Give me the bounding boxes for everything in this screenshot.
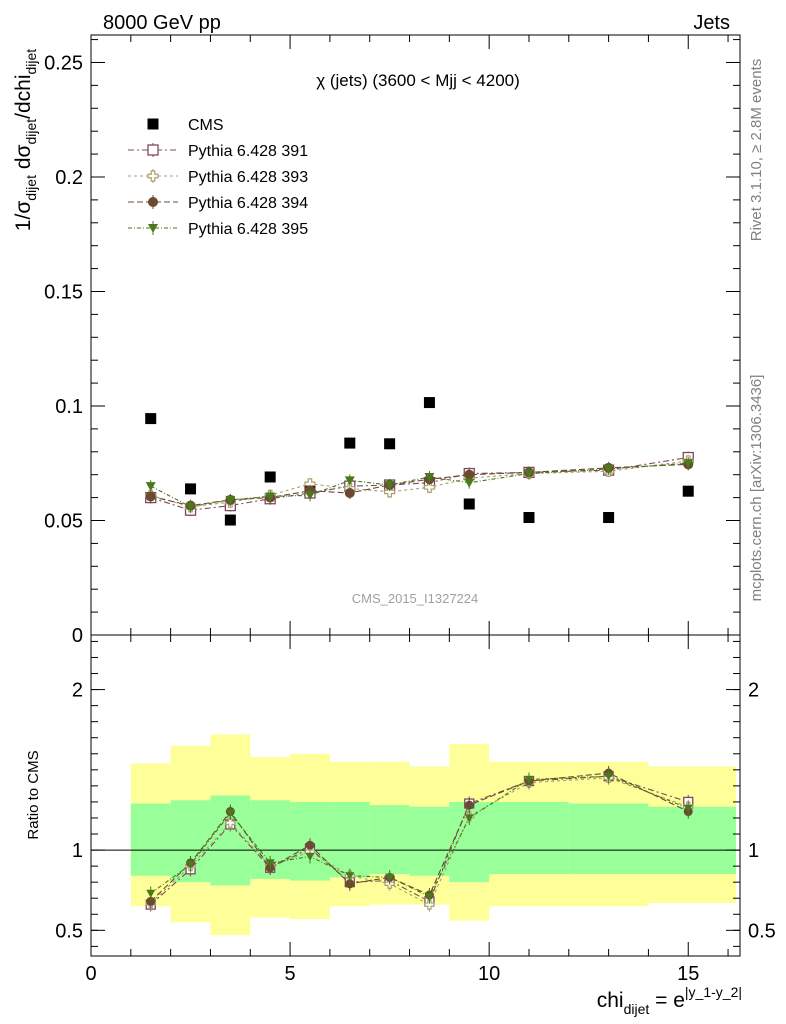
pythia-393-point	[225, 817, 236, 828]
rivet-label: Rivet 3.1.10, ≥ 2.8M events	[748, 59, 765, 242]
ratio-ytick-label-right: 2	[748, 680, 759, 702]
pythia-393-point	[423, 481, 436, 493]
pythia-394-point	[344, 488, 355, 499]
watermark-label: CMS_2015_I1327224	[352, 591, 479, 606]
cms-data-point	[463, 498, 475, 510]
ratio-series-line	[150, 772, 689, 902]
main-ytick-label: 0.2	[55, 167, 83, 189]
pythia-393-point	[424, 899, 435, 910]
pythia-395-point	[384, 481, 395, 490]
pythia-395-point	[344, 476, 355, 486]
pythia-394-point	[345, 879, 355, 889]
main-ytick-label: 0.1	[55, 396, 83, 418]
pythia-395-point	[603, 464, 614, 474]
legend-label: Pythia 6.428 394	[188, 195, 308, 212]
uncertainty-band-inner	[568, 803, 649, 875]
ratio-xtick-label: 10	[478, 963, 500, 985]
pythia-395-point	[683, 459, 694, 469]
ratio-ytick-label: 2	[72, 680, 83, 702]
pythia-395-point	[186, 860, 196, 870]
pythia-395-point	[523, 469, 534, 479]
uncertainty-band-inner	[648, 806, 737, 875]
main-panel: 0 0.05 0.1 0.15 0.2 0.25	[44, 35, 740, 647]
pythia-395-point	[146, 889, 156, 898]
main-ytick-label: 0.25	[44, 52, 83, 74]
pythia-395-point	[304, 491, 315, 501]
ratio-ytick-label: 0.5	[55, 920, 83, 942]
pythia-395-point	[185, 502, 196, 512]
ratio-frame	[90, 634, 741, 957]
mcplots-label: mcplots.cern.ch [arXiv:1306.3436]	[748, 375, 765, 602]
legend: CMS Pythia 6.428 391 Pythia 6.428 393 Pythi…	[128, 117, 308, 238]
ratio-ylabel: Ratio to CMS	[25, 750, 42, 839]
pythia-393-point	[147, 170, 159, 182]
pythia-394-point	[464, 469, 475, 480]
pythia-394-point	[145, 491, 156, 502]
cms-data-point	[344, 437, 356, 449]
main-ylabel: 1/σdijet dσdijet/dchidijet	[12, 49, 39, 231]
uncertainty-band-inner	[130, 803, 171, 876]
cms-data-point	[423, 397, 435, 409]
ratio-ytick-label: 1	[72, 840, 83, 862]
cms-data-point	[264, 471, 276, 483]
uncertainty-band-inner	[409, 806, 450, 876]
cms-data-point	[523, 512, 535, 524]
legend-label: CMS	[188, 117, 224, 134]
cms-data-point	[384, 438, 396, 450]
pythia-395-point	[464, 814, 474, 823]
cms-data-point	[185, 483, 197, 495]
legend-label: Pythia 6.428 393	[188, 169, 308, 186]
ratio-xlabel: chidijet = e|y_1-y_2|	[597, 984, 742, 1017]
pythia-395-point	[265, 492, 276, 502]
ratio-ytick-label-right: 1	[748, 840, 759, 862]
pythia-395-point	[145, 482, 156, 492]
pythia-394-point	[148, 197, 158, 207]
ratio-xtick-label: 5	[285, 963, 296, 985]
pythia-395-point	[683, 804, 693, 813]
series-line	[150, 456, 689, 511]
uncertainty-band-inner	[329, 801, 370, 878]
pythia-395-point	[265, 859, 275, 868]
ratio-series-line	[150, 775, 689, 898]
pythia-394-point	[146, 896, 156, 906]
uncertainty-band-inner	[369, 805, 410, 875]
cms-data-point	[682, 485, 694, 497]
pythia-395-point	[424, 472, 435, 482]
main-title: χ (jets) (3600 < Mjj < 4200)	[316, 71, 520, 90]
header-left-label: 8000 GeV pp	[103, 12, 221, 34]
pythia-395-point	[604, 772, 614, 781]
pythia-395-point	[225, 809, 235, 818]
cms-data-point	[147, 118, 159, 130]
main-ytick-label: 0.05	[44, 510, 83, 532]
legend-label: Pythia 6.428 395	[188, 221, 308, 238]
cms-data-point	[603, 512, 615, 524]
pythia-395-point	[148, 224, 158, 233]
pythia-394-point	[464, 800, 474, 810]
pythia-395-point	[464, 478, 475, 488]
main-ytick-label: 0.15	[44, 281, 83, 303]
pythia-393-point	[384, 486, 396, 498]
ratio-xtick-label: 15	[677, 963, 699, 985]
ratio-series-line	[150, 777, 689, 906]
pythia-395-point	[345, 872, 355, 881]
pythia-395-point	[225, 495, 236, 505]
ratio-panel: 0.5 0.5 1 1 2 2 0 5 10 15	[55, 635, 776, 985]
series-line	[150, 462, 689, 508]
main-ytick-label: 0	[72, 625, 83, 647]
ratio-xtick-label: 0	[85, 963, 96, 985]
header-right-label: Jets	[693, 12, 730, 34]
pythia-394-point	[305, 840, 315, 850]
pythia-391-point	[147, 144, 159, 156]
uncertainty-band-inner	[489, 801, 569, 875]
ratio-ytick-label-right: 0.5	[748, 920, 776, 942]
pythia-395-point	[424, 893, 434, 902]
cms-data-point	[224, 514, 236, 526]
pythia-395-point	[305, 852, 315, 861]
cms-data-point	[145, 413, 157, 425]
pythia-395-point	[385, 873, 395, 882]
pythia-395-point	[524, 775, 534, 784]
legend-label: Pythia 6.428 391	[188, 143, 308, 160]
